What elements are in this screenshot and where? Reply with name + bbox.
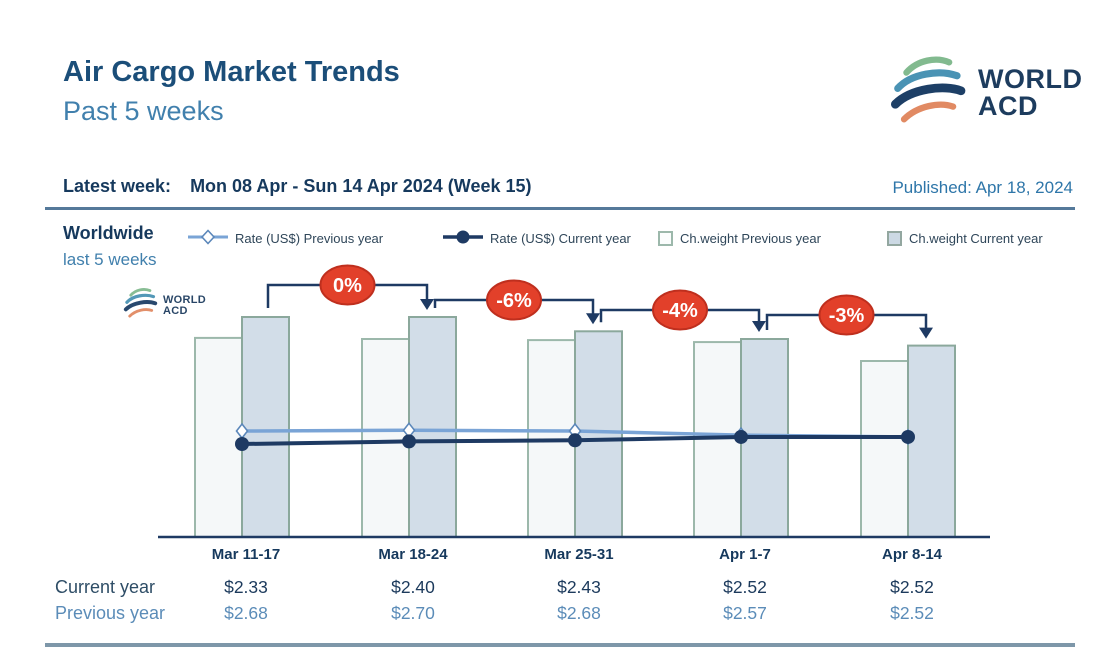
change-arrow-icon-2 — [752, 321, 766, 332]
row-label-current-year: Current year — [55, 577, 156, 597]
legend-weight-current: Ch.weight Current year — [887, 228, 1043, 248]
change-arrow-icon-1 — [586, 313, 600, 325]
bar-weight-current-0 — [241, 316, 290, 538]
previous-year-value-1: $2.70 — [391, 603, 435, 623]
globe-icon — [122, 286, 158, 325]
change-badge-2 — [652, 289, 708, 331]
previous-year-value-2: $2.68 — [557, 603, 601, 623]
brand-name: WORLD ACD — [978, 63, 1083, 121]
change-badge-0 — [319, 264, 376, 306]
circle-marker-1 — [402, 434, 416, 449]
chart-watermark-logo: WORLD ACD — [122, 286, 206, 325]
row-label-previous-year: Previous year — [55, 603, 166, 623]
current-year-value-0: $2.33 — [224, 577, 268, 597]
bar-weight-current-1 — [408, 316, 457, 538]
change-badge-label-2: -4% — [662, 300, 698, 322]
page-subtitle: Past 5 weeks — [63, 96, 224, 126]
legend-label: Ch.weight Current year — [909, 230, 1043, 246]
change-badge-1 — [486, 279, 542, 321]
latest-week-value: Mon 08 Apr - Sun 14 Apr 2024 (Week 15) — [190, 176, 532, 196]
region-sublabel: last 5 weeks — [63, 250, 157, 269]
change-badge-3 — [818, 294, 875, 336]
page-title: Air Cargo Market Trends — [63, 56, 400, 88]
bar-weight-previous-4 — [860, 360, 909, 538]
change-badge-label-3: -3% — [829, 305, 865, 327]
change-badge-label-1: -6% — [496, 290, 532, 312]
circle-line-icon — [443, 229, 483, 248]
circle-marker-2 — [568, 433, 582, 448]
week-label-0: Mar 11-17 — [211, 546, 281, 563]
legend-weight-previous: Ch.weight Previous year — [658, 228, 821, 248]
globe-icon — [886, 52, 968, 133]
watermark-brand-name: WORLD ACD — [163, 293, 207, 317]
week-label-2: Mar 25-31 — [544, 546, 614, 563]
bottom-divider — [45, 643, 1075, 647]
bar-weight-current-2 — [574, 330, 623, 538]
latest-week-label: Latest week: — [63, 176, 172, 196]
week-label-4: Apr 8-14 — [881, 546, 943, 563]
change-badge-label-0: 0% — [333, 275, 362, 297]
change-arrow-icon-0 — [420, 299, 434, 310]
top-divider — [45, 207, 1075, 210]
region-label: Worldwide — [63, 223, 154, 243]
current-year-value-2: $2.43 — [557, 577, 601, 597]
watermark-word-1: WORLD — [163, 293, 207, 306]
legend-rate-current: Rate (US$) Current year — [443, 228, 631, 248]
brand-word-1: WORLD — [978, 63, 1083, 94]
circle-marker-0 — [235, 437, 249, 451]
current-year-value-4: $2.52 — [890, 577, 934, 597]
blue-square-icon — [887, 230, 902, 246]
legend-label: Rate (US$) Previous year — [235, 230, 384, 246]
previous-year-value-0: $2.68 — [224, 603, 268, 623]
legend-rate-previous: Rate (US$) Previous year — [188, 228, 383, 248]
current-year-value-3: $2.52 — [723, 577, 767, 597]
previous-year-value-3: $2.57 — [723, 603, 767, 623]
week-label-1: Mar 18-24 — [378, 546, 448, 563]
diamond-line-icon — [188, 228, 228, 248]
current-year-value-1: $2.40 — [391, 577, 435, 597]
bar-weight-previous-1 — [361, 338, 410, 538]
light-square-icon — [658, 230, 673, 246]
watermark-word-2: ACD — [163, 304, 188, 317]
legend-label: Rate (US$) Current year — [490, 230, 631, 246]
table-row-previous-year: Previous year $2.68 $2.70 $2.68 $2.57 $2.52 — [0, 603, 1100, 627]
table-row-current-year: Current year $2.33 $2.40 $2.43 $2.52 $2.52 — [0, 577, 1100, 601]
x-axis-labels: Mar 11-17 Mar 18-24 Mar 25-31 Apr 1-7 Apr 8-… — [0, 546, 1100, 566]
circle-marker-4 — [901, 429, 915, 444]
worldacd-logo: WORLD ACD — [886, 52, 1082, 133]
previous-year-value-4: $2.52 — [890, 603, 934, 623]
bar-weight-current-4 — [907, 344, 956, 538]
legend-label: Ch.weight Previous year — [680, 230, 821, 246]
circle-marker-3 — [734, 429, 748, 444]
latest-week: Latest week: Mon 08 Apr - Sun 14 Apr 202… — [63, 176, 532, 197]
brand-word-2: ACD — [978, 90, 1038, 121]
change-arrow-icon-3 — [919, 327, 933, 339]
week-label-3: Apr 1-7 — [719, 546, 771, 563]
published-date: Published: Apr 18, 2024 — [892, 178, 1073, 197]
bar-weight-previous-0 — [194, 336, 243, 538]
